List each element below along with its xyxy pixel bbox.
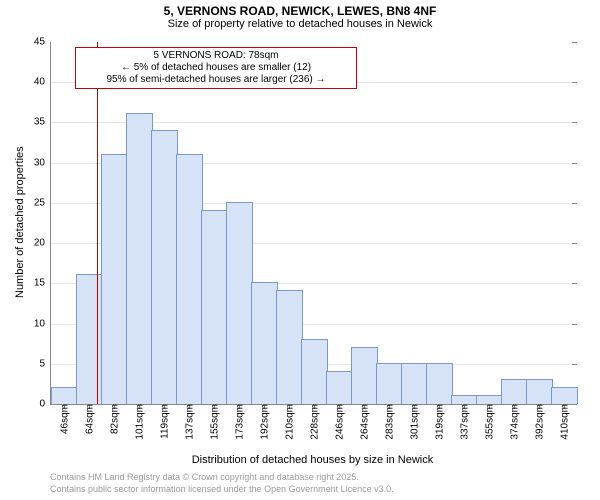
ytick-mark: [572, 324, 577, 325]
ytick-mark: [572, 82, 577, 83]
footer-line-2: Contains public sector information licen…: [50, 484, 394, 494]
y-axis-label: Number of detached properties: [14, 147, 26, 299]
annotation-box: 5 VERNONS ROAD: 78sqm← 5% of detached ho…: [75, 47, 357, 89]
ytick-mark: [572, 122, 577, 123]
x-axis-label: Distribution of detached houses by size …: [50, 454, 575, 466]
xtick-label: 410sqm: [557, 404, 570, 440]
xtick-label: 392sqm: [532, 404, 545, 440]
histogram-bar: [201, 210, 228, 404]
ytick-label: 35: [34, 117, 51, 128]
xtick-label: 301sqm: [407, 404, 420, 440]
annotation-line: ← 5% of detached houses are smaller (12): [82, 62, 350, 74]
ytick-label: 25: [34, 197, 51, 208]
histogram-bar: [476, 395, 503, 404]
xtick-label: 137sqm: [182, 404, 195, 440]
ytick-mark: [572, 364, 577, 365]
histogram-bar: [451, 395, 478, 404]
ytick-mark: [572, 163, 577, 164]
ytick-label: 15: [34, 278, 51, 289]
xtick-label: 46sqm: [57, 404, 70, 434]
ytick-mark: [572, 243, 577, 244]
histogram-bar: [551, 387, 578, 404]
footer-line-1: Contains HM Land Registry data © Crown c…: [50, 472, 359, 482]
histogram-bar: [326, 371, 353, 404]
histogram-bar: [251, 282, 278, 404]
annotation-line: 5 VERNONS ROAD: 78sqm: [82, 50, 350, 62]
histogram-bar: [276, 290, 303, 404]
xtick-label: 210sqm: [282, 404, 295, 440]
ytick-label: 5: [39, 358, 51, 369]
histogram-bar: [301, 339, 328, 404]
xtick-label: 337sqm: [457, 404, 470, 440]
ytick-mark: [572, 203, 577, 204]
xtick-label: 228sqm: [307, 404, 320, 440]
xtick-label: 82sqm: [107, 404, 120, 434]
ytick-label: 30: [34, 157, 51, 168]
ytick-mark: [572, 404, 577, 405]
ytick-mark: [572, 42, 577, 43]
ytick-label: 45: [34, 37, 51, 48]
histogram-bar: [226, 202, 253, 404]
xtick-label: 374sqm: [507, 404, 520, 440]
histogram-bar: [526, 379, 553, 404]
histogram-bar: [151, 130, 178, 405]
xtick-label: 64sqm: [82, 404, 95, 434]
xtick-label: 283sqm: [382, 404, 395, 440]
chart-subtitle: Size of property relative to detached ho…: [0, 18, 600, 30]
annotation-line: 95% of semi-detached houses are larger (…: [82, 74, 350, 86]
xtick-label: 264sqm: [357, 404, 370, 440]
histogram-bar: [376, 363, 403, 404]
xtick-label: 173sqm: [232, 404, 245, 440]
xtick-label: 319sqm: [432, 404, 445, 440]
chart-title: 5, VERNONS ROAD, NEWICK, LEWES, BN8 4NF: [0, 0, 600, 18]
histogram-bar: [126, 113, 153, 404]
histogram-bar: [101, 154, 128, 404]
ytick-label: 40: [34, 77, 51, 88]
xtick-label: 101sqm: [132, 404, 145, 440]
plot-area: 05101520253035404546sqm64sqm82sqm101sqm1…: [50, 42, 576, 405]
histogram-bar: [76, 274, 103, 404]
xtick-label: 355sqm: [482, 404, 495, 440]
histogram-bar: [426, 363, 453, 404]
reference-line: [97, 42, 98, 404]
histogram-bar: [501, 379, 528, 404]
ytick-label: 20: [34, 238, 51, 249]
ytick-label: 0: [39, 399, 51, 410]
xtick-label: 246sqm: [332, 404, 345, 440]
histogram-bar: [176, 154, 203, 404]
xtick-label: 192sqm: [257, 404, 270, 440]
histogram-bar: [351, 347, 378, 404]
ytick-label: 10: [34, 318, 51, 329]
ytick-mark: [572, 283, 577, 284]
histogram-bar: [51, 387, 78, 404]
xtick-label: 155sqm: [207, 404, 220, 440]
xtick-label: 119sqm: [157, 404, 170, 439]
histogram-bar: [401, 363, 428, 404]
